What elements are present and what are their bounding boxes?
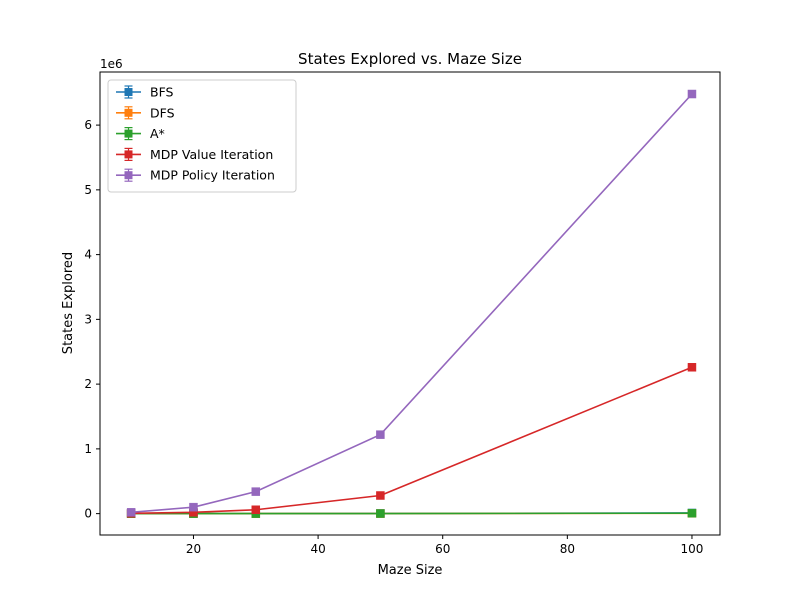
- legend-entry: MDP Value Iteration: [116, 147, 273, 162]
- x-axis-label: Maze Size: [378, 563, 443, 578]
- legend-label: DFS: [150, 105, 175, 120]
- series-mdp-policy-iteration: [126, 89, 697, 517]
- legend-marker: [124, 171, 133, 180]
- data-point: [376, 430, 385, 439]
- data-point: [189, 502, 198, 512]
- x-tick-label: 60: [435, 542, 450, 556]
- legend-marker: [124, 108, 133, 117]
- x-tick-label: 100: [681, 542, 704, 556]
- legend-label: MDP Value Iteration: [150, 147, 273, 162]
- legend-label: MDP Policy Iteration: [150, 168, 275, 183]
- legend-marker: [124, 88, 133, 96]
- axis-ticks: 20 40 60 80 100 0 1 2 3 4 5 6: [84, 118, 703, 556]
- legend-label: A*: [150, 126, 165, 141]
- legend-label: BFS: [150, 85, 174, 100]
- y-tick-label: 0: [84, 507, 92, 521]
- y-tick-label: 2: [84, 377, 92, 391]
- data-point: [687, 363, 697, 372]
- plot-area: [99, 71, 721, 536]
- legend-marker: [124, 150, 133, 159]
- chart-title: States Explored vs. Maze Size: [298, 50, 522, 68]
- data-point: [376, 491, 385, 500]
- y-tick-label: 6: [84, 118, 92, 132]
- legend-entry: BFS: [116, 85, 174, 100]
- y-tick-label: 5: [84, 183, 92, 197]
- data-point: [126, 508, 136, 517]
- y-axis-label: States Explored: [61, 252, 76, 354]
- legend-entry: A*: [116, 126, 165, 141]
- data-point: [687, 89, 697, 99]
- x-tick-label: 20: [186, 542, 201, 556]
- y-tick-label: 4: [84, 248, 92, 262]
- series-layer: [126, 89, 697, 518]
- x-tick-label: 40: [310, 542, 325, 556]
- legend-marker: [124, 129, 133, 138]
- legend-entry: MDP Policy Iteration: [116, 168, 275, 183]
- y-tick-label: 3: [84, 312, 92, 326]
- x-tick-label: 80: [560, 542, 575, 556]
- data-point: [251, 487, 261, 496]
- data-point: [251, 505, 261, 514]
- legend-entry: DFS: [116, 105, 175, 120]
- legend-box: [107, 79, 297, 193]
- data-point: [376, 509, 385, 518]
- plot-frame: [99, 71, 721, 536]
- legend: BFS DFS A* MDP Value Iteration MDP Policy It…: [107, 79, 297, 193]
- data-point: [687, 508, 697, 518]
- y-axis-offset-label: 1e6: [100, 57, 123, 71]
- y-tick-label: 1: [84, 442, 92, 456]
